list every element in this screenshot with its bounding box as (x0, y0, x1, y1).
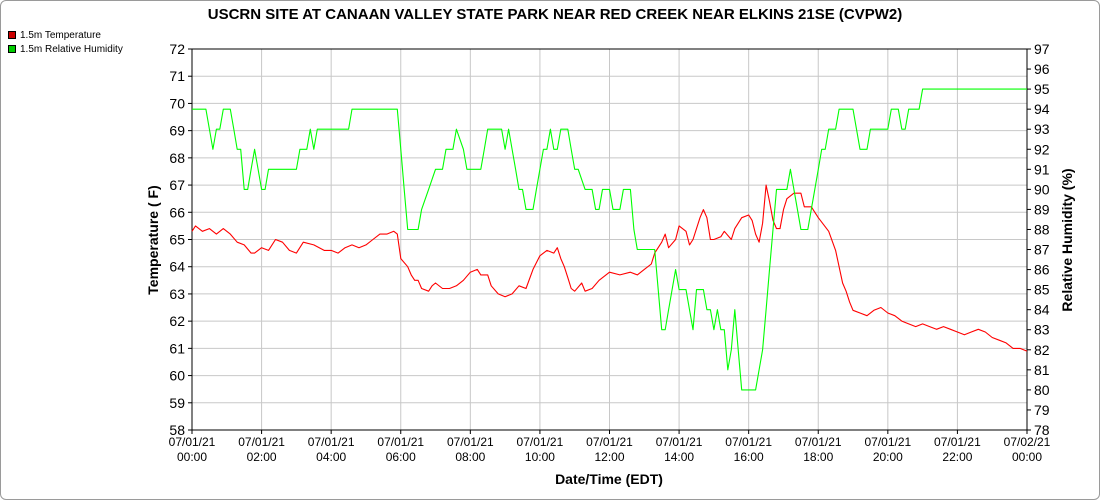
humidity-line (192, 88, 1027, 391)
right-tick-label: 91 (1034, 161, 1050, 177)
right-tick-label: 86 (1034, 262, 1050, 278)
right-tick-label: 79 (1034, 402, 1050, 418)
right-axis-ticks: 78 79 80 81 82 83 84 85 86 87 88 89 90 91 92 93 94 95 96 97 (1027, 41, 1050, 438)
left-tick-label: 58 (169, 422, 185, 438)
right-tick-label: 94 (1034, 101, 1050, 117)
right-tick-label: 90 (1034, 181, 1050, 197)
left-tick-label: 68 (169, 150, 185, 166)
temperature-line (191, 184, 1028, 352)
x-tick-time: 20:00 (873, 450, 903, 464)
x-tick-date: 07/01/21 (169, 435, 216, 449)
right-tick-label: 84 (1034, 302, 1050, 318)
chart-title: USCRN SITE AT CANAAN VALLEY STATE PARK N… (208, 6, 903, 23)
left-tick-label: 66 (169, 204, 185, 220)
x-axis-label: Date/Time (EDT) (555, 471, 663, 487)
right-tick-label: 83 (1034, 322, 1050, 338)
left-tick-label: 59 (169, 395, 185, 411)
x-tick-date: 07/01/21 (795, 435, 842, 449)
x-tick-time: 04:00 (316, 450, 346, 464)
x-tick-date: 07/02/21 (1004, 435, 1051, 449)
x-tick-time: 14:00 (664, 450, 694, 464)
x-tick-date: 07/01/21 (447, 435, 494, 449)
left-tick-label: 64 (169, 259, 185, 275)
legend-swatch-temperature (8, 31, 16, 39)
x-tick-date: 07/01/21 (656, 435, 703, 449)
right-tick-label: 96 (1034, 61, 1050, 77)
x-tick-time: 10:00 (525, 450, 555, 464)
x-tick-date: 07/01/21 (308, 435, 355, 449)
right-tick-label: 80 (1034, 382, 1050, 398)
right-tick-label: 95 (1034, 81, 1050, 97)
right-tick-label: 88 (1034, 221, 1050, 237)
grid-lines (191, 48, 1028, 431)
y-axis-right-label: Relative Humidity (%) (1059, 168, 1075, 311)
right-tick-label: 93 (1034, 121, 1050, 137)
right-tick-label: 81 (1034, 362, 1050, 378)
left-tick-label: 70 (169, 95, 185, 111)
x-tick-date: 07/01/21 (517, 435, 564, 449)
left-tick-label: 71 (169, 68, 185, 84)
left-tick-label: 63 (169, 286, 185, 302)
x-tick-date: 07/01/21 (586, 435, 633, 449)
left-tick-label: 72 (169, 41, 185, 57)
x-axis-ticks: 07/01/2100:0007/01/2102:0007/01/2104:000… (169, 430, 1051, 464)
right-tick-label: 87 (1034, 242, 1050, 258)
x-tick-time: 00:00 (1012, 450, 1042, 464)
series-lines (191, 88, 1028, 391)
x-tick-time: 00:00 (177, 450, 207, 464)
left-axis-ticks: 58 59 60 61 62 63 64 65 66 67 68 69 70 71 72 (169, 41, 192, 438)
left-tick-label: 60 (169, 368, 185, 384)
x-tick-time: 22:00 (942, 450, 972, 464)
right-tick-label: 85 (1034, 282, 1050, 298)
x-tick-date: 07/01/21 (864, 435, 911, 449)
x-tick-time: 16:00 (734, 450, 764, 464)
x-tick-time: 02:00 (247, 450, 277, 464)
x-tick-date: 07/01/21 (725, 435, 772, 449)
left-tick-label: 62 (169, 313, 185, 329)
x-tick-time: 18:00 (803, 450, 833, 464)
x-tick-date: 07/01/21 (934, 435, 981, 449)
left-tick-label: 67 (169, 177, 185, 193)
x-tick-time: 12:00 (594, 450, 624, 464)
legend-label-temperature: 1.5m Temperature (20, 29, 101, 41)
left-tick-label: 65 (169, 232, 185, 248)
right-tick-label: 97 (1034, 41, 1050, 57)
left-tick-label: 61 (169, 340, 185, 356)
right-tick-label: 78 (1034, 422, 1050, 438)
legend-item-temperature: 1.5m Temperature (8, 28, 123, 42)
right-tick-label: 89 (1034, 201, 1050, 217)
legend: 1.5m Temperature 1.5m Relative Humidity (8, 28, 123, 56)
right-tick-label: 82 (1034, 342, 1050, 358)
legend-item-humidity: 1.5m Relative Humidity (8, 42, 123, 56)
right-tick-label: 92 (1034, 141, 1050, 157)
x-tick-time: 08:00 (455, 450, 485, 464)
y-axis-left-label: Temperature ( F) (145, 185, 161, 294)
legend-label-humidity: 1.5m Relative Humidity (20, 43, 123, 55)
x-tick-date: 07/01/21 (377, 435, 424, 449)
legend-swatch-humidity (8, 45, 16, 53)
x-tick-date: 07/01/21 (238, 435, 285, 449)
left-tick-label: 69 (169, 123, 185, 139)
x-tick-time: 06:00 (386, 450, 416, 464)
